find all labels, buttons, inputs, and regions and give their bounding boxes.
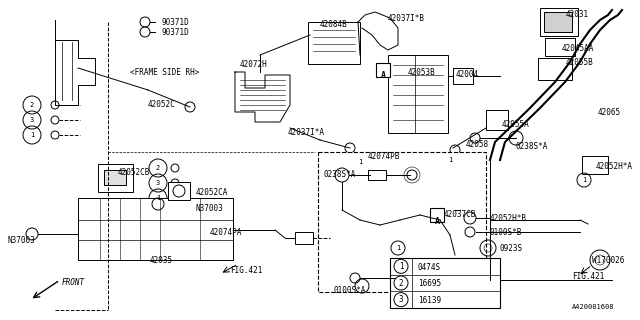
Text: 1: 1 [30,132,34,138]
Text: 42052C: 42052C [148,100,176,109]
Text: 42037CB: 42037CB [444,210,476,219]
Text: FRONT: FRONT [62,278,85,287]
Bar [393,272,415,284]
Bar [453,68,473,84]
Text: 42065: 42065 [598,108,621,117]
Text: 42053B: 42053B [408,68,436,77]
Text: 1: 1 [448,157,452,163]
Bar [318,152,486,292]
Bar [545,38,575,56]
Text: 3: 3 [30,117,34,123]
Text: 3: 3 [156,180,160,186]
Text: 2: 2 [30,102,34,108]
Text: 42074PB: 42074PB [368,152,401,161]
Text: 42035: 42035 [150,256,173,265]
Text: <FRAME SIDE RH>: <FRAME SIDE RH> [130,68,200,77]
Text: 42052CA: 42052CA [196,188,228,197]
Text: 42055B: 42055B [566,58,594,67]
Bar [308,22,360,64]
Text: 42055A: 42055A [502,120,530,129]
Text: 1: 1 [396,245,400,251]
Bar [388,55,448,133]
Text: 42052H*B: 42052H*B [490,214,527,223]
Bar [430,208,444,222]
Text: FIG.421: FIG.421 [572,272,604,281]
Text: 2: 2 [399,278,403,287]
Text: N37003: N37003 [196,204,224,213]
Text: 42004: 42004 [456,70,479,79]
Text: 42074PA: 42074PA [210,228,243,237]
Text: 0474S: 0474S [418,263,441,272]
Text: FIG.421: FIG.421 [230,266,262,275]
Bar [538,58,572,80]
Text: 42072H: 42072H [240,60,268,69]
Text: A: A [381,71,385,81]
Text: 42045AA: 42045AA [562,44,595,53]
Text: 42052CB: 42052CB [118,168,150,177]
Text: 1: 1 [399,262,403,271]
Bar [376,63,390,77]
Bar [78,198,233,260]
Bar [98,164,133,192]
Text: 2: 2 [156,165,160,171]
Text: 0100S*A: 0100S*A [334,286,366,295]
Text: 90371D: 90371D [161,18,189,27]
Text: 90371D: 90371D [161,28,189,37]
Text: W170026: W170026 [592,256,625,265]
Text: 0923S: 0923S [500,244,523,253]
Text: A: A [435,217,440,226]
Bar [168,182,190,200]
Text: 3: 3 [399,295,403,304]
Bar [540,8,578,36]
Text: 16695: 16695 [418,279,441,289]
Bar [390,258,500,308]
Bar [368,170,386,180]
Bar [486,110,508,130]
Text: 42084B: 42084B [320,20,348,29]
Text: 42058: 42058 [466,140,489,149]
Text: 0238S*A: 0238S*A [324,170,356,179]
Bar [544,12,572,32]
Text: 1: 1 [156,195,160,201]
Text: N37003: N37003 [8,236,36,245]
Text: 0100S*B: 0100S*B [490,228,522,237]
Text: 42037I*B: 42037I*B [388,14,425,23]
Text: 1: 1 [582,177,586,183]
Text: 0238S*A: 0238S*A [516,142,548,151]
Text: 42037I*A: 42037I*A [288,128,325,137]
Bar [295,232,313,244]
Text: 16139: 16139 [418,296,441,305]
Text: 42052H*A: 42052H*A [596,162,633,171]
Text: 1: 1 [358,159,362,165]
Text: A420001608: A420001608 [572,304,614,310]
Bar [104,170,126,185]
Bar [582,156,608,174]
Text: 42031: 42031 [566,10,589,19]
